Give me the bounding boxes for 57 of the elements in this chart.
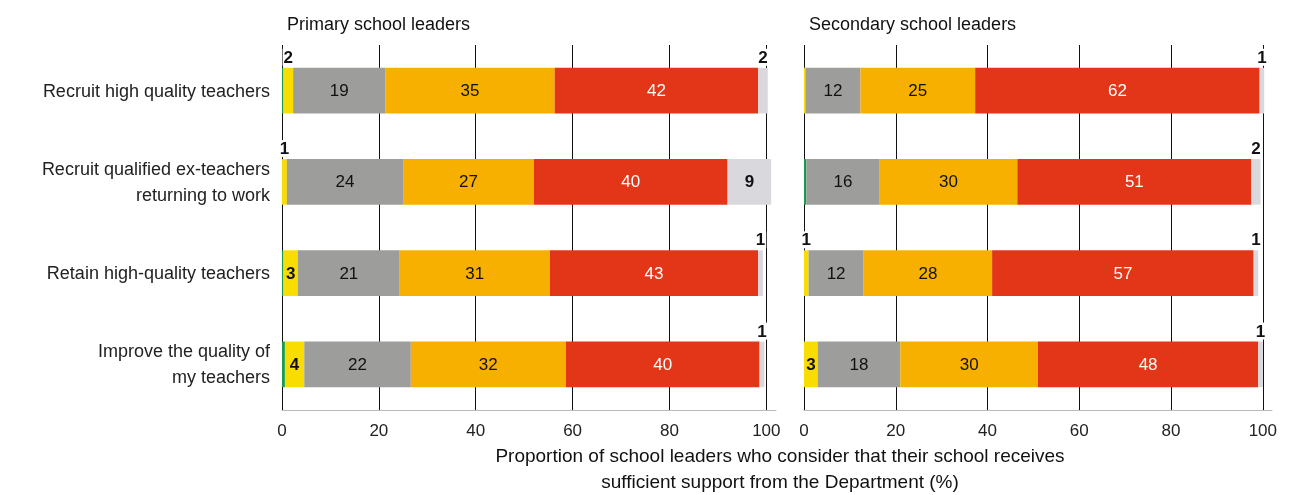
data-label: 1 — [279, 139, 290, 159]
x-tick-label: 0 — [277, 421, 287, 440]
data-label: 1 — [757, 321, 767, 341]
data-label: 30 — [939, 172, 958, 192]
data-label: 1 — [1251, 230, 1261, 250]
x-tick-label: 100 — [752, 421, 781, 440]
data-label: 2 — [1251, 139, 1261, 159]
data-label: 27 — [459, 172, 478, 192]
data-label: 4 — [289, 354, 300, 374]
y-tick-label: Retain high-quality teachers — [46, 263, 270, 284]
data-label: 1 — [1257, 47, 1267, 67]
x-tick-label: 20 — [886, 421, 906, 440]
x-tick-label: 40 — [978, 421, 997, 440]
data-label: 1 — [801, 230, 812, 250]
data-label: 22 — [348, 354, 368, 374]
data-label: 12 — [826, 263, 846, 283]
y-tick-label: Recruit high quality teachers — [42, 80, 270, 101]
data-label: 42 — [646, 81, 666, 101]
data-label: 19 — [329, 81, 349, 101]
data-label: 3 — [285, 263, 296, 283]
data-label: 16 — [833, 172, 853, 192]
data-label: 18 — [849, 354, 869, 374]
data-label: 21 — [339, 263, 359, 283]
data-label: 25 — [908, 81, 928, 101]
x-tick-label: 60 — [1069, 421, 1089, 440]
x-tick-label: 40 — [466, 421, 486, 440]
data-label: 2 — [283, 47, 294, 67]
data-label: 2 — [758, 47, 768, 67]
x-tick-label: 80 — [1161, 421, 1181, 440]
data-label: 9 — [744, 172, 755, 192]
data-label: 40 — [621, 172, 641, 192]
data-label: 30 — [959, 354, 979, 374]
y-tick-label: Recruit qualified ex-teachers returning to work — [41, 158, 271, 205]
data-label: 12 — [823, 81, 843, 101]
data-label: 43 — [644, 263, 664, 283]
data-label: 3 — [806, 354, 816, 374]
data-label: 1 — [755, 230, 766, 250]
chart-title: Primary school leaders — [287, 14, 471, 34]
data-label: 40 — [653, 354, 673, 374]
data-label: 31 — [465, 263, 485, 283]
x-tick-label: 100 — [1248, 421, 1278, 440]
data-label: 32 — [478, 354, 498, 374]
x-tick-label: 20 — [369, 421, 389, 440]
data-label: 24 — [335, 172, 355, 192]
chart-title: Secondary school leaders — [809, 14, 1017, 34]
x-tick-label: 80 — [659, 421, 679, 440]
x-tick-label: 0 — [799, 421, 809, 440]
data-label: 1 — [1255, 321, 1266, 341]
data-label: 48 — [1138, 354, 1158, 374]
data-label: 51 — [1124, 172, 1144, 192]
y-tick-label: Improve the quality of my teachers — [97, 341, 271, 388]
x-tick-label: 60 — [563, 421, 583, 440]
data-label: 35 — [460, 81, 480, 101]
data-label: 62 — [1107, 81, 1127, 101]
data-label: 57 — [1113, 263, 1133, 283]
x-axis-title: Proportion of school leaders who consider that their school receives sufficient support from the Department (%) — [494, 444, 1066, 494]
data-label: 28 — [918, 263, 938, 283]
